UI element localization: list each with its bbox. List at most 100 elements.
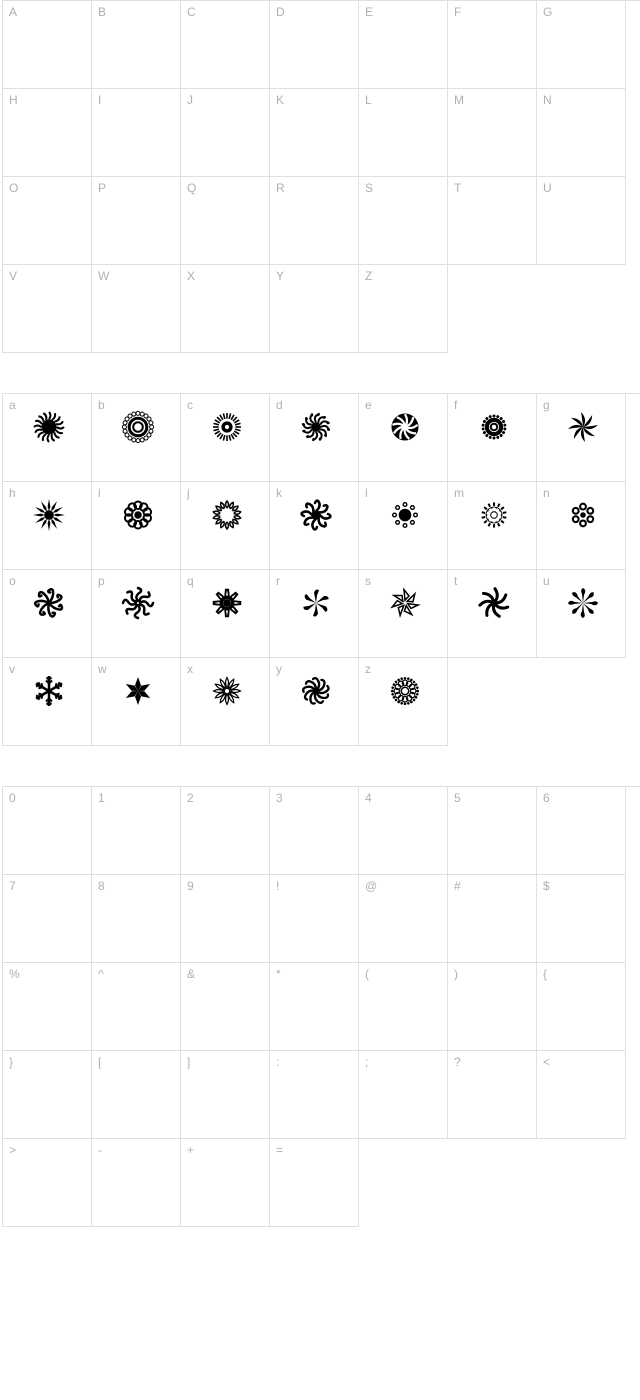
- glyph-d: [298, 409, 334, 445]
- glyph-z: [387, 673, 423, 709]
- cell-label: *: [276, 967, 281, 981]
- cell-label: R: [276, 181, 285, 195]
- char-cell: R: [270, 177, 359, 265]
- char-cell: c: [181, 394, 270, 482]
- cell-label: E: [365, 5, 373, 19]
- glyph-l: [387, 497, 423, 533]
- char-cell: V: [3, 265, 92, 353]
- cell-label: u: [543, 574, 550, 588]
- char-cell: s: [359, 570, 448, 658]
- char-cell: 1: [92, 787, 181, 875]
- glyph-b: [120, 409, 156, 445]
- char-cell: 4: [359, 787, 448, 875]
- char-cell: F: [448, 1, 537, 89]
- cell-label: &: [187, 967, 195, 981]
- char-cell: [537, 265, 626, 353]
- lowercase-grid: abcdefghijklmnopqrstuvwxyz: [2, 393, 640, 746]
- char-cell: 3: [270, 787, 359, 875]
- cell-label: [: [98, 1055, 101, 1069]
- char-cell: G: [537, 1, 626, 89]
- char-cell: w: [92, 658, 181, 746]
- cell-label: 1: [98, 791, 105, 805]
- cell-label: {: [543, 967, 547, 981]
- char-cell: ^: [92, 963, 181, 1051]
- glyph-s: [387, 585, 423, 621]
- cell-label: @: [365, 879, 377, 893]
- char-cell: Y: [270, 265, 359, 353]
- cell-label: J: [187, 93, 193, 107]
- cell-label: Q: [187, 181, 196, 195]
- char-cell: -: [92, 1139, 181, 1227]
- char-cell: U: [537, 177, 626, 265]
- cell-label: }: [9, 1055, 13, 1069]
- cell-label: C: [187, 5, 196, 19]
- char-cell: [448, 1139, 537, 1227]
- cell-label: c: [187, 398, 193, 412]
- cell-label: r: [276, 574, 280, 588]
- char-cell: j: [181, 482, 270, 570]
- char-cell: [537, 658, 626, 746]
- cell-label: 8: [98, 879, 105, 893]
- cell-label: V: [9, 269, 17, 283]
- char-cell: D: [270, 1, 359, 89]
- cell-label: q: [187, 574, 194, 588]
- cell-label: D: [276, 5, 285, 19]
- char-cell: 9: [181, 875, 270, 963]
- char-cell: *: [270, 963, 359, 1051]
- cell-label: (: [365, 967, 369, 981]
- glyph-h: [31, 497, 67, 533]
- char-cell: M: [448, 89, 537, 177]
- char-cell: [359, 1139, 448, 1227]
- cell-label: N: [543, 93, 552, 107]
- char-cell: A: [3, 1, 92, 89]
- char-cell: H: [3, 89, 92, 177]
- cell-label: i: [98, 486, 101, 500]
- cell-label: m: [454, 486, 464, 500]
- cell-label: 2: [187, 791, 194, 805]
- cell-label: P: [98, 181, 106, 195]
- glyph-p: [120, 585, 156, 621]
- glyph-f: [476, 409, 512, 445]
- char-cell: O: [3, 177, 92, 265]
- cell-label: $: [543, 879, 550, 893]
- char-cell: ?: [448, 1051, 537, 1139]
- cell-label: +: [187, 1143, 194, 1157]
- cell-label: >: [9, 1143, 16, 1157]
- glyph-o: [31, 585, 67, 621]
- char-cell: 2: [181, 787, 270, 875]
- char-cell: T: [448, 177, 537, 265]
- cell-label: %: [9, 967, 20, 981]
- char-cell: !: [270, 875, 359, 963]
- char-cell: t: [448, 570, 537, 658]
- char-cell: d: [270, 394, 359, 482]
- char-cell: &: [181, 963, 270, 1051]
- char-cell: r: [270, 570, 359, 658]
- cell-label: -: [98, 1143, 102, 1157]
- cell-label: h: [9, 486, 16, 500]
- cell-label: K: [276, 93, 284, 107]
- char-cell: p: [92, 570, 181, 658]
- cell-label: A: [9, 5, 17, 19]
- glyph-v: [31, 673, 67, 709]
- char-cell: <: [537, 1051, 626, 1139]
- cell-label: I: [98, 93, 101, 107]
- cell-label: e: [365, 398, 372, 412]
- char-cell: L: [359, 89, 448, 177]
- char-cell: 7: [3, 875, 92, 963]
- glyph-c: [209, 409, 245, 445]
- cell-label: 5: [454, 791, 461, 805]
- char-cell: o: [3, 570, 92, 658]
- char-cell: [448, 265, 537, 353]
- symbols-section: 0123456789!@#$%^&*(){}[]:;?<>-+=: [0, 786, 640, 1227]
- char-cell: >: [3, 1139, 92, 1227]
- char-cell: Q: [181, 177, 270, 265]
- cell-label: #: [454, 879, 461, 893]
- char-cell: 6: [537, 787, 626, 875]
- char-cell: B: [92, 1, 181, 89]
- char-cell: [537, 1139, 626, 1227]
- char-cell: i: [92, 482, 181, 570]
- char-cell: g: [537, 394, 626, 482]
- cell-label: ): [454, 967, 458, 981]
- cell-label: L: [365, 93, 372, 107]
- uppercase-section: ABCDEFGHIJKLMNOPQRSTUVWXYZ: [0, 0, 640, 353]
